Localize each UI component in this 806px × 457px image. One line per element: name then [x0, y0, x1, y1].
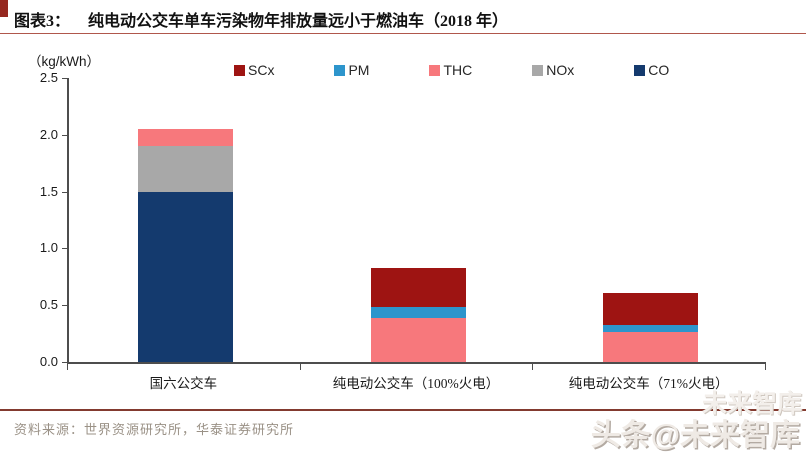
legend-label-CO: CO	[648, 62, 670, 78]
y-tick-label: 0.5	[39, 297, 58, 313]
category-label: 纯电动公交车（100%火电）	[332, 376, 500, 391]
y-tick-label: 0.0	[39, 354, 58, 369]
category-label: 纯电动公交车（71%火电）	[568, 376, 729, 391]
y-axis-unit-label: （kg/kWh）	[28, 54, 101, 69]
x-axis-line	[67, 362, 766, 364]
y-tick-label: 2.0	[39, 126, 58, 142]
chart-legend: SCx PM THC NOx CO	[234, 62, 669, 78]
x-tick	[532, 364, 534, 370]
legend-swatch-SCx	[234, 64, 245, 76]
y-tick-label: 1.0	[39, 240, 58, 256]
bar-segment-PM	[603, 324, 699, 333]
footer-divider-line	[0, 409, 806, 411]
bar-segment-NOx	[137, 146, 233, 192]
x-tick	[299, 364, 301, 370]
legend-swatch-THC	[429, 64, 441, 76]
legend-label-NOx: NOx	[546, 62, 575, 78]
y-tick-label: 1.5	[39, 183, 58, 199]
y-axis-line	[67, 78, 69, 362]
y-tick	[62, 191, 67, 193]
y-tick	[62, 362, 67, 363]
bar-segment-SCx	[603, 292, 699, 325]
category-label: 国六公交车	[149, 376, 218, 391]
legend-swatch-NOx	[532, 64, 544, 76]
bar-segment-SCx	[370, 267, 466, 308]
y-tick-label: 2.5	[39, 70, 58, 85]
bar-segment-PM	[370, 307, 466, 318]
title-underline	[0, 33, 806, 34]
legend-swatch-CO	[634, 64, 646, 76]
legend-item-NOx: NOx	[532, 62, 574, 78]
legend-item-SCx: SCx	[234, 62, 274, 78]
y-tick	[62, 305, 67, 307]
bar-segment-THC	[370, 317, 466, 362]
watermark-main-text: 头条@未来智库	[590, 419, 800, 452]
legend-item-PM: PM	[334, 62, 369, 78]
legend-label-SCx: SCx	[248, 62, 275, 78]
x-tick	[765, 364, 766, 370]
title-accent-square	[0, 0, 8, 17]
legend-label-THC: THC	[443, 62, 473, 78]
y-tick	[62, 134, 67, 136]
x-tick	[67, 364, 68, 370]
figure-number-label: 图表3：	[14, 13, 71, 30]
watermark-ghost-text: 未来智库	[701, 390, 802, 418]
legend-item-THC: THC	[429, 62, 472, 78]
bar-segment-THC	[603, 332, 699, 362]
source-note: 资料来源：世界资源研究所，华泰证券研究所	[14, 422, 295, 437]
legend-label-PM: PM	[348, 62, 370, 78]
legend-item-CO: CO	[634, 62, 669, 78]
y-tick	[62, 248, 67, 250]
figure-title: 纯电动公交车单车污染物年排放量远小于燃油车（2018 年）	[88, 13, 509, 30]
bar-segment-THC	[137, 129, 233, 147]
legend-swatch-PM	[334, 64, 346, 76]
bar-segment-CO	[137, 191, 233, 362]
figure-title-row: 图表3： 纯电动公交车单车污染物年排放量远小于燃油车（2018 年）	[14, 7, 794, 31]
y-tick	[62, 78, 67, 79]
